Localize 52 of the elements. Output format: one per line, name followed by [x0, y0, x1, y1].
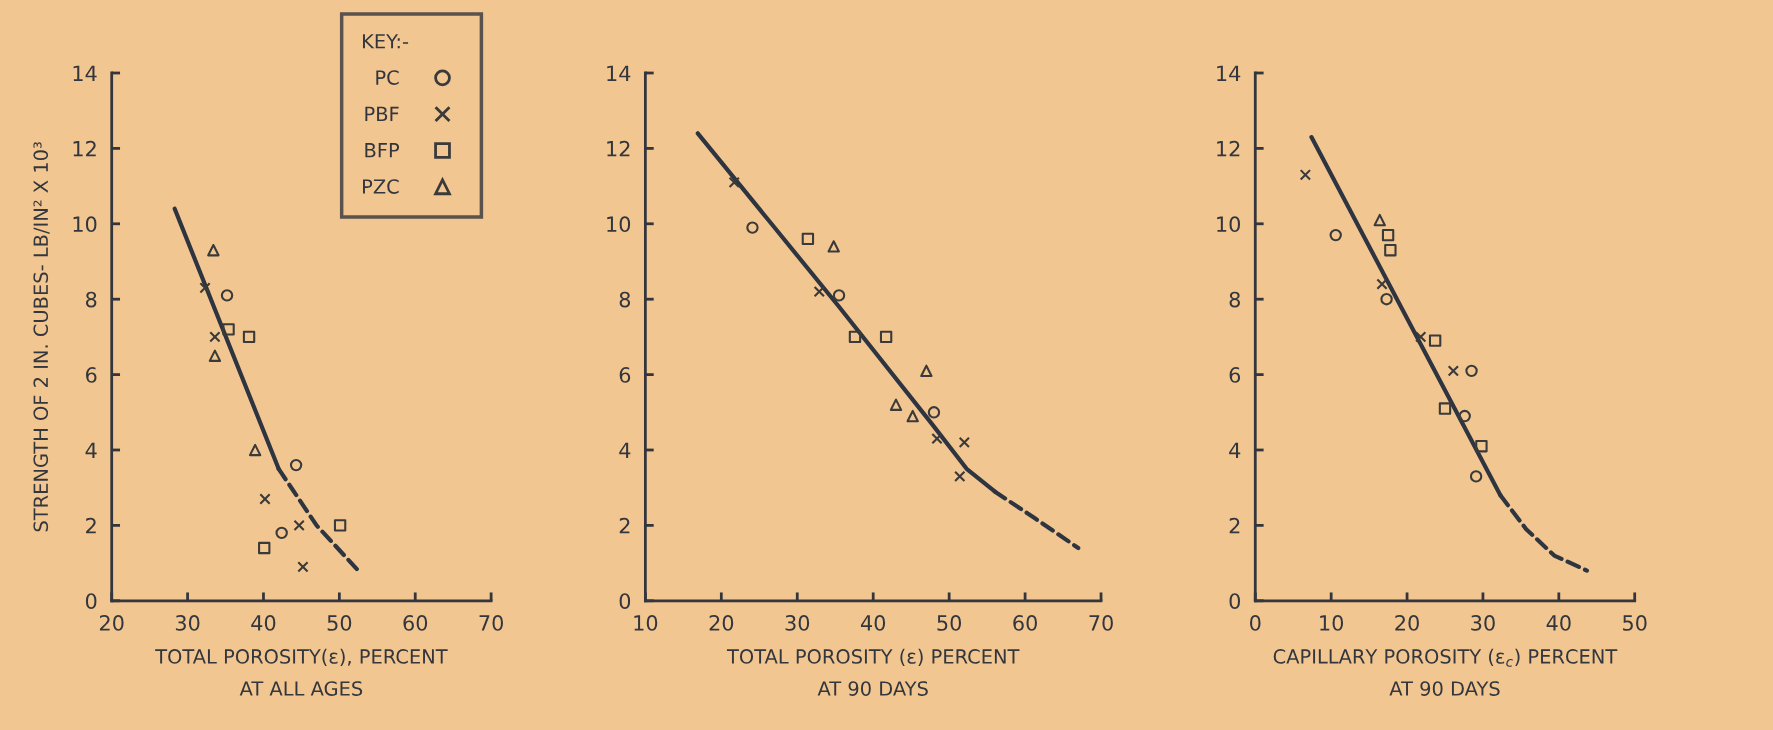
- y-tick-label: 4: [619, 442, 631, 458]
- y-tick-label: 8: [1229, 291, 1240, 308]
- x-tick-label: 40: [251, 615, 276, 631]
- y-tick-label: 2: [1229, 517, 1240, 534]
- y-tick-label: 6: [619, 367, 631, 383]
- legend-label: BFP: [365, 143, 400, 158]
- legend-title: KEY:-: [363, 34, 409, 49]
- x-tick-label: 70: [1089, 615, 1113, 631]
- y-tick-label: 12: [73, 140, 96, 157]
- y-tick-label: 10: [607, 216, 631, 233]
- x-tick-label: 20: [709, 615, 734, 631]
- x-tick-label: 20: [1395, 615, 1419, 631]
- x-tick-label: 30: [175, 615, 200, 631]
- x-axis-title: TOTAL POROSITY(ε), PERCENT AT ALL AGES: [155, 648, 448, 696]
- legend-label: PC: [376, 70, 399, 85]
- x-tick-label: 10: [1320, 615, 1344, 631]
- x-tick-label: 30: [1471, 615, 1495, 631]
- y-tick-label: 0: [619, 593, 631, 609]
- y-tick-label: 2: [619, 517, 630, 534]
- y-tick-label: 8: [85, 291, 97, 308]
- y-axis-title: STRENGTH OF 2 IN. CUBES- LB/IN² X 10³: [33, 142, 50, 532]
- y-tick-label: 8: [619, 291, 631, 308]
- legend-label: PZC: [363, 179, 399, 194]
- y-tick-label: 10: [1217, 216, 1241, 233]
- y-tick-label: 2: [86, 517, 96, 534]
- y-tick-label: 4: [85, 442, 97, 458]
- x-tick-label: 60: [403, 615, 428, 631]
- y-tick-label: 14: [73, 65, 97, 81]
- x-tick-label: 20: [99, 615, 124, 631]
- y-tick-label: 14: [1217, 65, 1241, 81]
- x-tick-label: 60: [1013, 615, 1037, 631]
- x-tick-label: 40: [1546, 615, 1571, 631]
- y-tick-label: 0: [1229, 593, 1241, 609]
- y-tick-label: 10: [73, 216, 97, 233]
- x-axis-title: CAPILLARY POROSITY (ε$_{c}$) PERCENT AT 90 DAYS: [1273, 648, 1618, 696]
- y-tick-label: 14: [607, 65, 631, 81]
- legend-label: PBF: [365, 106, 399, 121]
- y-tick-label: 12: [607, 140, 630, 157]
- x-axis-title: TOTAL POROSITY (ε) PERCENT AT 90 DAYS: [726, 648, 1020, 696]
- y-tick-label: 4: [1229, 442, 1241, 458]
- x-tick-label: 10: [634, 615, 658, 631]
- x-tick-label: 0: [1250, 615, 1261, 631]
- x-tick-label: 50: [327, 615, 352, 631]
- y-tick-label: 6: [86, 367, 97, 383]
- x-tick-label: 40: [860, 615, 886, 631]
- y-tick-label: 0: [85, 593, 97, 609]
- y-tick-label: 12: [1217, 140, 1240, 157]
- x-tick-label: 70: [479, 615, 503, 631]
- x-tick-label: 30: [785, 615, 810, 631]
- x-tick-label: 50: [937, 615, 962, 631]
- x-tick-label: 50: [1623, 615, 1647, 631]
- y-tick-label: 6: [1229, 367, 1241, 383]
